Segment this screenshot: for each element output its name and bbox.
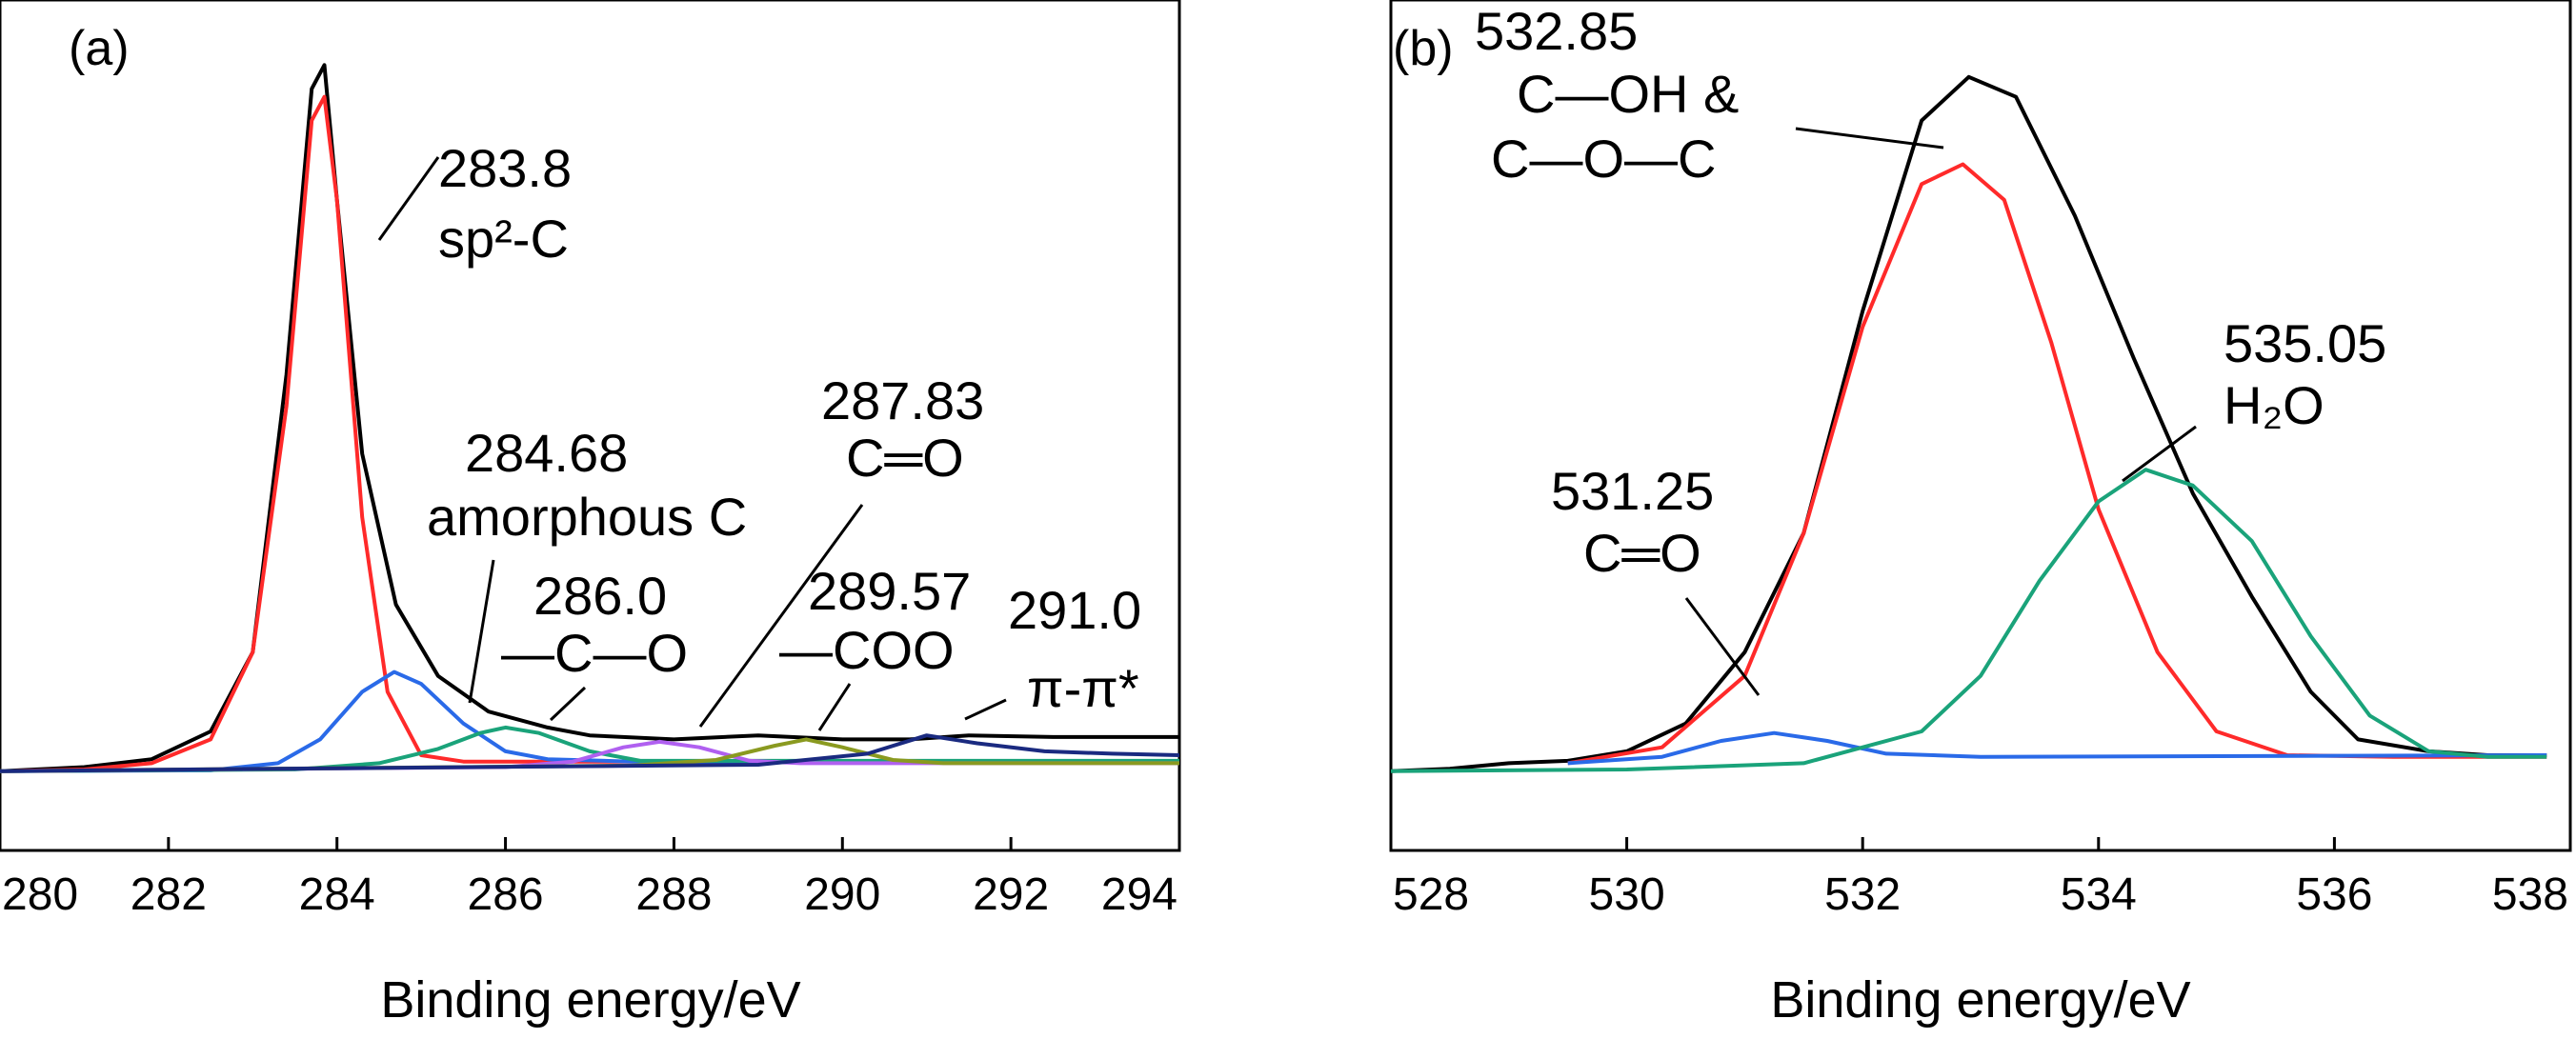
x-tick-label: 532 xyxy=(1824,869,1901,920)
x-tick-label: 288 xyxy=(635,869,712,920)
panel-a-x-axis-label: Binding energy/eV xyxy=(380,971,800,1029)
ann-coo-label: —COO xyxy=(779,620,955,680)
ann-sp2c-value: 283.8 xyxy=(438,138,572,198)
leader-coo xyxy=(817,683,852,731)
series-line-a-1 xyxy=(0,94,1179,773)
panel-b-x-ticks: 528 530 532 534 536 538 xyxy=(1389,837,2572,920)
panel-b-frame xyxy=(1389,0,2572,852)
leader-amorphous xyxy=(468,559,495,704)
panel-a-curves xyxy=(0,63,1180,773)
ann-pi-label: π-π* xyxy=(1027,658,1139,718)
ann-coh-line2: C—O—C xyxy=(1491,129,1716,189)
x-tick-label: 294 xyxy=(1101,869,1177,920)
x-tick-label: 534 xyxy=(2061,869,2137,920)
leader-c-double-o xyxy=(698,504,864,728)
series-line-b-1 xyxy=(1567,162,2547,766)
panel-b-label: (b) xyxy=(1393,21,1454,76)
series-line-a-6 xyxy=(0,733,1180,773)
leader-pi xyxy=(964,698,1007,721)
x-tick-label: 290 xyxy=(804,869,880,920)
ann-cdo-b-value: 531.25 xyxy=(1551,461,1714,521)
leader-c-double-o-b xyxy=(1684,597,1761,696)
series-line-a-2 xyxy=(0,669,1179,773)
panel-b: (b) 528 530 532 534 536 538 532.85 C—OH & C—O… xyxy=(1389,0,2572,1029)
panel-a-label: (a) xyxy=(69,21,130,76)
ann-cdo-value: 287.83 xyxy=(821,370,984,430)
x-tick-label: 530 xyxy=(1589,869,1665,920)
panel-a: (a) 280 282 284 286 288 290 292 294 283.8 sp²-C… xyxy=(0,0,1181,1029)
leader-coh xyxy=(1795,127,1944,150)
ann-amorphous-value: 284.68 xyxy=(465,423,628,483)
panel-b-curves xyxy=(1390,74,2547,773)
ann-sp2c-label: sp²-C xyxy=(438,209,569,269)
series-line-b-0 xyxy=(1390,74,2547,773)
ann-coo-value: 289.57 xyxy=(808,561,971,621)
x-tick-label: 284 xyxy=(299,869,375,920)
panel-a-x-ticks: 280 282 284 286 288 290 292 294 xyxy=(0,837,1181,920)
panel-b-x-axis-label: Binding energy/eV xyxy=(1770,971,2190,1029)
x-tick-label: 538 xyxy=(2492,869,2568,920)
x-tick-label: 292 xyxy=(973,869,1049,920)
ann-coh-value: 532.85 xyxy=(1475,1,1638,61)
x-tick-label: 536 xyxy=(2296,869,2372,920)
ann-co-value: 286.0 xyxy=(533,566,667,626)
leader-h2o xyxy=(2122,425,2197,483)
ann-coh-line1: C—OH & xyxy=(1517,64,1739,124)
ann-h2o-value: 535.05 xyxy=(2224,313,2386,373)
leader-co xyxy=(549,686,587,722)
leader-sp2c xyxy=(377,156,440,241)
ann-amorphous-label: amorphous C xyxy=(427,487,747,547)
series-line-b-2 xyxy=(1567,730,2547,766)
x-tick-label: 286 xyxy=(468,869,544,920)
ann-h2o-label: H₂O xyxy=(2224,375,2324,435)
panel-a-frame xyxy=(0,0,1181,852)
x-tick-label: 528 xyxy=(1393,869,1469,920)
ann-pi-value: 291.0 xyxy=(1008,580,1141,640)
ann-cdo-label: C═O xyxy=(846,428,964,488)
ann-co-label: —C—O xyxy=(501,623,688,683)
ann-cdo-b-label: C═O xyxy=(1583,523,1701,583)
x-tick-label: 280 xyxy=(2,869,78,920)
x-tick-label: 282 xyxy=(131,869,207,920)
series-line-b-3 xyxy=(1390,468,2547,773)
